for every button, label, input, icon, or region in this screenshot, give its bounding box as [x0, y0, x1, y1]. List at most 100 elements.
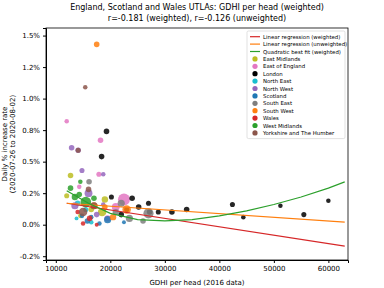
y-tick: 1.5%: [22, 32, 46, 40]
legend-entry: Quadratic best fit (weighted): [250, 49, 341, 56]
point: [101, 172, 106, 177]
legend-entry: Yorkshire and The Humber: [252, 130, 335, 136]
point: [156, 210, 161, 215]
legend-swatch: [252, 101, 257, 106]
legend-entry: Linear regression (unweighted): [250, 41, 347, 48]
legend-label: South West: [263, 108, 294, 114]
y-tick: 1.0%: [22, 95, 46, 103]
legend-swatch: [252, 116, 257, 121]
legend-entry: East of England: [252, 63, 305, 70]
y-tick-mark: [43, 67, 46, 68]
y-tick-label: 0.0%: [22, 221, 40, 229]
point: [102, 196, 108, 202]
x-tick-label: 20000: [100, 265, 122, 273]
point: [129, 195, 135, 201]
point: [109, 194, 114, 199]
point: [76, 148, 81, 153]
legend-label: Quadratic best fit (weighted): [263, 49, 341, 56]
x-axis-title: GDHI per head (2016 data): [149, 279, 244, 287]
point: [94, 42, 100, 48]
legend-label: East Midlands: [263, 56, 301, 62]
legend-label: North West: [263, 86, 293, 92]
y-tick-label: -0.2%: [20, 253, 41, 261]
plot: 10000 20000 30000 40000 50000 60000 -0.2% 0.0% 0…: [20, 28, 349, 273]
point: [94, 212, 100, 218]
y-tick-mark: [43, 193, 46, 194]
y-tick-mark: [43, 130, 46, 131]
point: [118, 200, 125, 207]
x-tick-label: 10000: [45, 265, 67, 273]
point: [79, 168, 84, 173]
y-tick-mark: [43, 162, 46, 163]
subtitle: r=-0.181 (weighted), r=-0.126 (unweighte…: [108, 14, 286, 23]
legend-entry: East Midlands: [252, 56, 300, 62]
legend-swatch: [252, 93, 257, 98]
legend-swatch: [252, 64, 257, 69]
x-tick: 60000: [318, 260, 340, 273]
chart: 10000 20000 30000 40000 50000 60000 -0.2% 0.0% 0…: [0, 0, 384, 288]
x-tick: 40000: [209, 260, 231, 273]
legend-entry: West Midlands: [252, 123, 302, 129]
x-tick: 10000: [45, 260, 67, 273]
point: [78, 180, 83, 185]
point: [140, 218, 146, 224]
point: [91, 195, 97, 201]
x-tick-mark: [328, 260, 329, 263]
y-tick-label: 1.5%: [22, 32, 40, 40]
point: [230, 202, 235, 207]
x-tick: 30000: [154, 260, 176, 273]
plot-frame: [46, 28, 348, 260]
y-axis-title: Daily % increase rate: [1, 107, 9, 182]
point: [69, 145, 75, 151]
y-tick-mark: [43, 225, 46, 226]
legend-label: Linear regression (weighted): [263, 34, 340, 41]
legend-label: South East: [263, 100, 292, 106]
legend-entry: North West: [252, 86, 293, 92]
fit-line: [67, 182, 345, 221]
legend-swatch: [250, 36, 260, 37]
legend-entry: Linear regression (weighted): [250, 34, 340, 41]
y-axis-title: (2020-07-26 to 2020-08-02): [9, 95, 17, 194]
y-tick-label: 0.5%: [22, 158, 40, 166]
point: [95, 223, 99, 227]
point: [104, 129, 110, 135]
legend-label: Wales: [263, 115, 279, 121]
legend-swatch: [252, 79, 257, 84]
legend-box: [247, 31, 345, 139]
legend-swatch: [252, 130, 257, 135]
y-tick-label: 1.0%: [22, 95, 40, 103]
x-tick-label: 40000: [209, 265, 231, 273]
legend: Linear regression (weighted)Linear regre…: [247, 31, 347, 139]
point: [75, 148, 81, 154]
point: [87, 216, 93, 222]
point: [86, 179, 92, 185]
x-tick-label: 50000: [263, 265, 285, 273]
legend-label: Yorkshire and The Humber: [262, 130, 335, 136]
legend-label: West Midlands: [263, 123, 302, 129]
x-axis-line: [47, 261, 349, 264]
point: [81, 221, 86, 226]
legend-label: East of England: [263, 63, 305, 70]
legend-entry: South East: [252, 100, 292, 106]
legend-swatch: [252, 56, 257, 61]
legend-label: London: [263, 71, 283, 77]
legend-label: Scotland: [263, 93, 286, 99]
y-tick: 0.5%: [22, 158, 46, 166]
x-tick-mark: [56, 260, 57, 263]
point: [96, 172, 101, 177]
point: [122, 220, 126, 224]
x-tick-mark: [110, 260, 111, 263]
point: [99, 154, 105, 160]
point: [86, 187, 92, 193]
x-tick-label: 30000: [154, 265, 176, 273]
point: [64, 193, 69, 198]
point: [68, 173, 74, 179]
y-tick-label: 0.8%: [22, 127, 40, 135]
x-tick: 50000: [263, 260, 285, 273]
point: [301, 212, 306, 217]
y-tick: 0.2%: [22, 190, 46, 198]
point: [98, 137, 104, 143]
point: [75, 216, 79, 220]
point: [83, 85, 88, 90]
x-tick-mark: [274, 260, 275, 263]
